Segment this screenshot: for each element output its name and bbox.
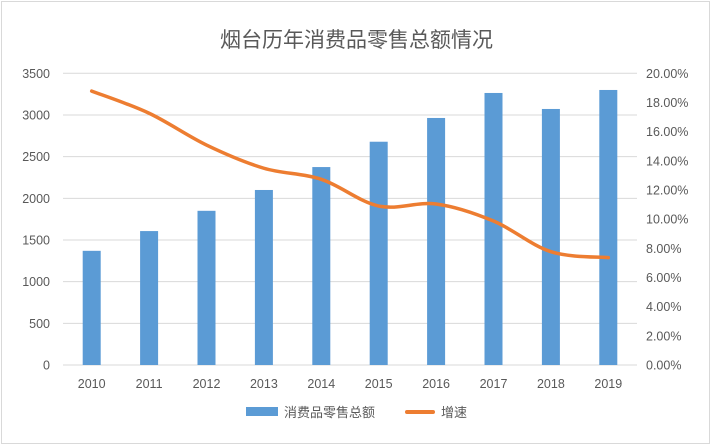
- legend-swatch-bar: [245, 407, 278, 416]
- y-right-tick-label: 16.00%: [646, 125, 688, 139]
- x-tick-label: 2019: [594, 377, 622, 391]
- x-tick-label: 2015: [365, 377, 393, 391]
- x-tick-label: 2018: [537, 377, 565, 391]
- x-tick-label: 2017: [480, 377, 508, 391]
- bar-2011: [140, 231, 159, 365]
- y-left-tick-label: 1500: [22, 233, 50, 247]
- y-left-tick-label: 3000: [22, 108, 50, 122]
- legend-item-bar: 消费品零售总额: [245, 402, 375, 421]
- chart-title: 烟台历年消费品零售总额情况: [220, 28, 493, 52]
- x-tick-label: 2011: [136, 377, 163, 391]
- bar-2010: [82, 250, 101, 365]
- legend-swatch-line: [405, 409, 435, 414]
- y-right-tick-label: 8.00%: [646, 242, 681, 256]
- y-left-tick-label: 0: [43, 359, 50, 373]
- y-right-tick-label: 6.00%: [646, 271, 681, 285]
- y-left-tick-label: 2000: [22, 192, 50, 206]
- legend-item-line: 增速: [405, 402, 467, 421]
- x-tick-label: 2012: [193, 377, 221, 391]
- legend: 消费品零售总额 增速: [0, 402, 713, 421]
- x-tick-label: 2014: [307, 377, 335, 391]
- bar-2017: [484, 92, 503, 365]
- y-left-tick-label: 500: [29, 317, 50, 331]
- bar-2016: [427, 117, 446, 365]
- x-tick-label: 2010: [78, 377, 106, 391]
- growth-line: [89, 89, 611, 260]
- y-left-tick-label: 2500: [22, 150, 50, 164]
- y-right-tick-label: 20.00%: [646, 67, 688, 81]
- y-right-tick-label: 4.00%: [646, 300, 681, 314]
- y-right-tick-label: 2.00%: [646, 329, 681, 343]
- y-left-tick-label: 1000: [22, 275, 50, 289]
- legend-label-bar: 消费品零售总额: [283, 406, 375, 421]
- x-tick-label: 2016: [422, 377, 450, 391]
- x-tick-label: 2013: [250, 377, 278, 391]
- bar-2014: [312, 167, 331, 365]
- legend-label-line: 增速: [441, 406, 468, 421]
- y-right-tick-label: 14.00%: [646, 154, 688, 168]
- y-right-tick-label: 12.00%: [646, 183, 688, 197]
- y-left-tick-label: 3500: [22, 67, 50, 81]
- bar-2012: [197, 210, 216, 365]
- y-right-tick-label: 18.00%: [646, 96, 688, 110]
- bar-2019: [599, 89, 618, 366]
- bar-2013: [254, 189, 273, 365]
- bar-2015: [369, 141, 388, 365]
- y-right-tick-label: 0.00%: [646, 359, 681, 373]
- bar-2018: [541, 108, 560, 366]
- y-right-tick-label: 10.00%: [646, 213, 688, 227]
